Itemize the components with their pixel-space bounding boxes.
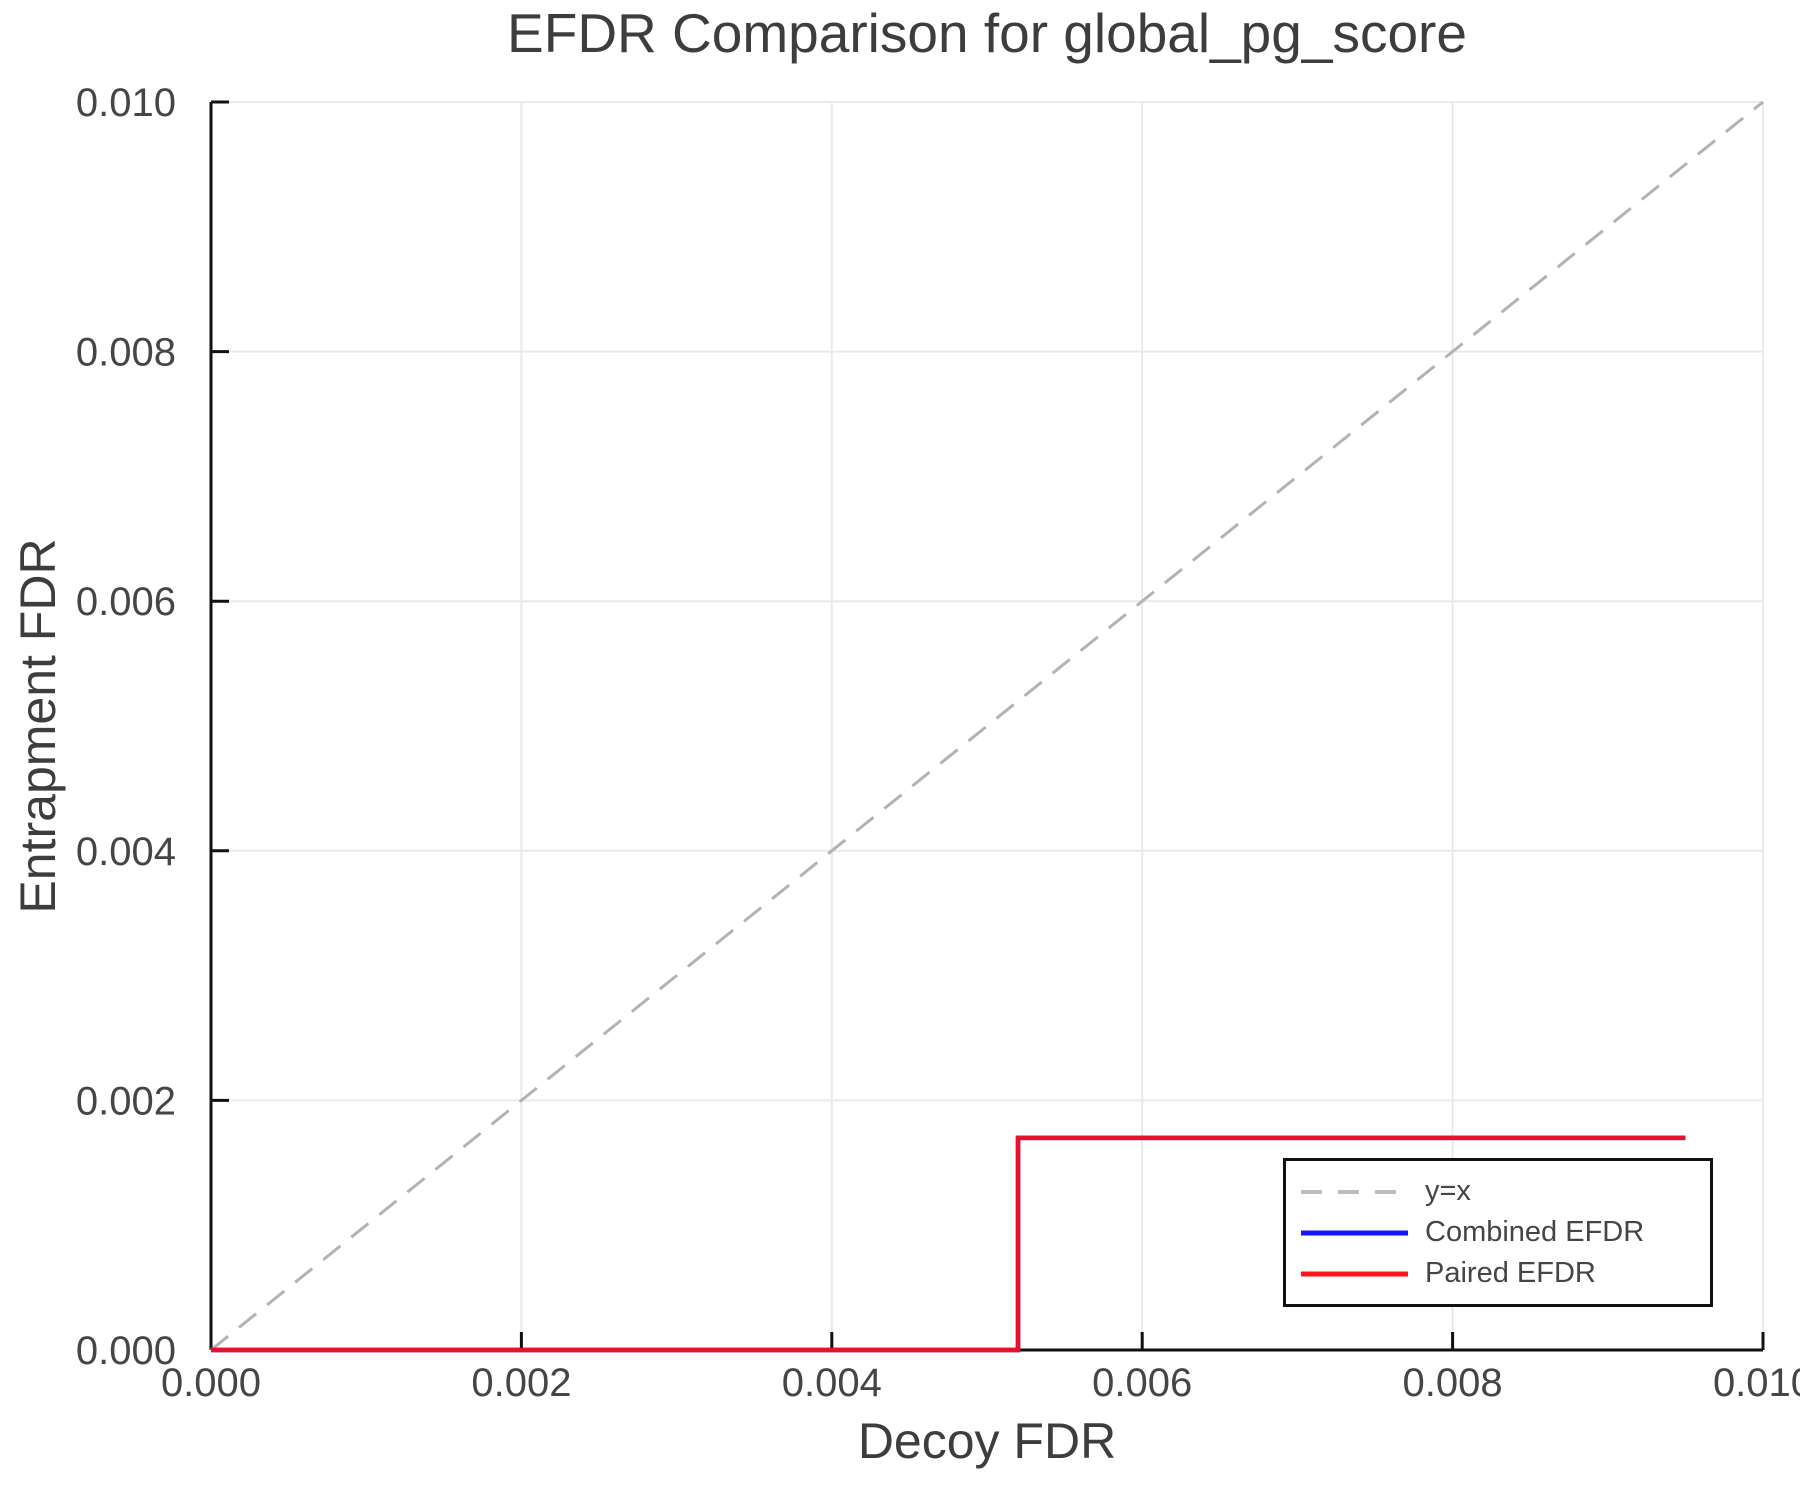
legend: y=x Combined EFDR Paired EFDR <box>1283 1158 1713 1307</box>
y-tick-label: 0.006 <box>76 580 176 624</box>
gridlines <box>210 101 1764 1351</box>
y-tick-label: 0.004 <box>76 830 176 874</box>
legend-label: y=x <box>1425 1175 1471 1207</box>
legend-blue-line-swatch <box>1301 1229 1408 1237</box>
y-tick-label: 0.000 <box>76 1329 176 1373</box>
x-tick-label: 0.006 <box>1092 1361 1192 1405</box>
legend-item-yx: y=x <box>1301 1175 1710 1208</box>
legend-label: Paired EFDR <box>1425 1257 1596 1289</box>
x-tick-label: 0.004 <box>782 1361 882 1405</box>
x-tick-label: 0.008 <box>1403 1361 1503 1405</box>
legend-item-combined-efdr: Combined EFDR <box>1301 1216 1710 1249</box>
x-tick-label: 0.000 <box>161 1361 261 1405</box>
x-tick-label: 0.002 <box>471 1361 571 1405</box>
series-line-y-x <box>210 100 1764 1352</box>
x-axis-label: Decoy FDR <box>857 1413 1117 1469</box>
legend-item-paired-efdr: Paired EFDR <box>1301 1257 1710 1290</box>
chart-title: EFDR Comparison for global_pg_score <box>507 2 1467 64</box>
y-tick-label: 0.010 <box>76 81 176 125</box>
legend-label: Combined EFDR <box>1425 1216 1645 1248</box>
series-line-paired-efdr <box>211 1135 1686 1353</box>
legend-dashed-line-swatch <box>1301 1188 1408 1196</box>
y-tick-label: 0.008 <box>76 331 176 375</box>
x-tick-label: 0.010 <box>1713 1361 1800 1405</box>
tick-labels: 0.000 0.002 0.004 0.006 0.008 0.010 0.000 0.002… <box>76 81 1800 1405</box>
legend-red-line-swatch <box>1301 1270 1408 1278</box>
y-tick-label: 0.002 <box>76 1079 176 1123</box>
